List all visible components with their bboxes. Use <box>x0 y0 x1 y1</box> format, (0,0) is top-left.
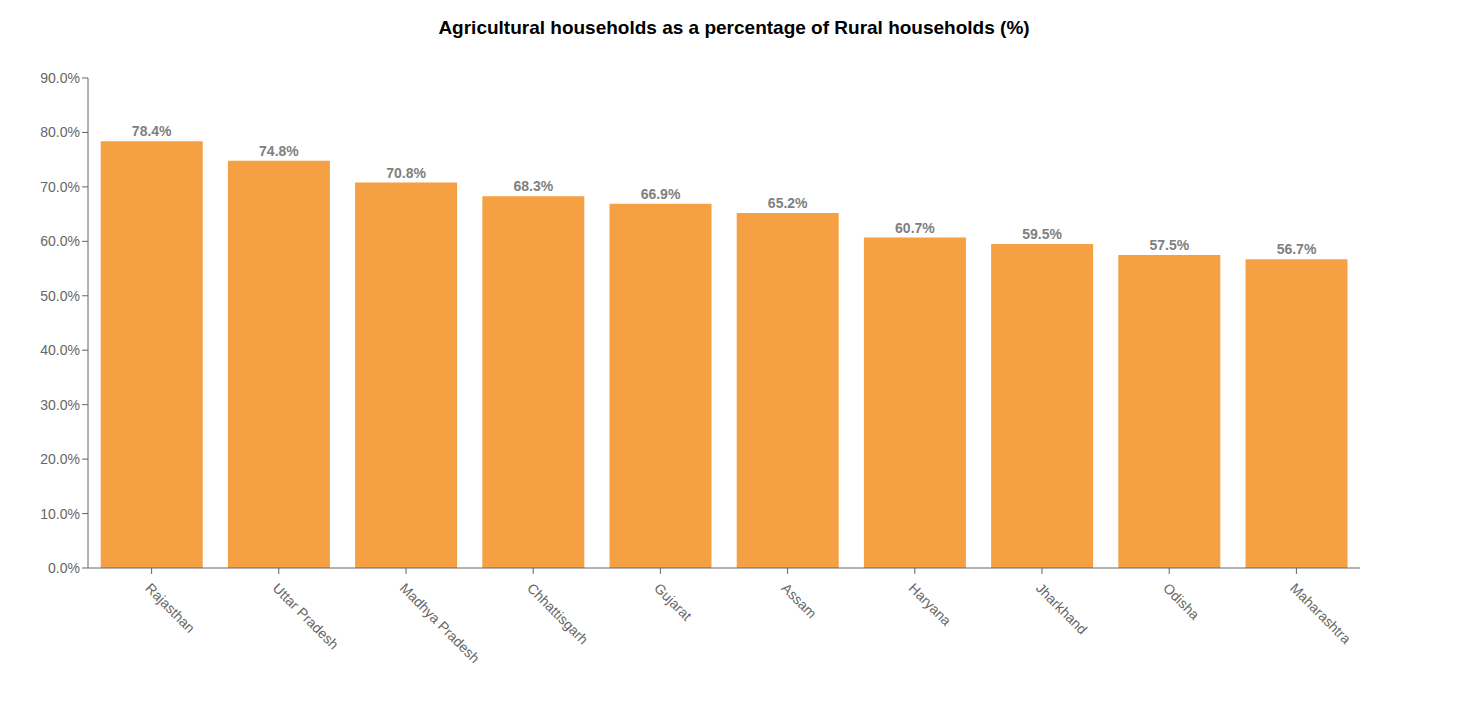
svg-text:59.5%: 59.5% <box>1022 226 1062 242</box>
svg-text:Uttar Pradesh: Uttar Pradesh <box>270 580 342 652</box>
svg-text:90.0%: 90.0% <box>40 70 80 86</box>
svg-text:Jharkhand: Jharkhand <box>1033 580 1091 638</box>
svg-text:Gujarat: Gujarat <box>651 580 695 624</box>
svg-text:65.2%: 65.2% <box>768 195 808 211</box>
svg-text:Assam: Assam <box>778 580 820 622</box>
svg-text:30.0%: 30.0% <box>40 397 80 413</box>
svg-text:80.0%: 80.0% <box>40 124 80 140</box>
svg-text:Odisha: Odisha <box>1160 580 1203 623</box>
svg-text:Haryana: Haryana <box>906 580 955 629</box>
svg-text:20.0%: 20.0% <box>40 451 80 467</box>
svg-text:74.8%: 74.8% <box>259 143 299 159</box>
html-text:Agricultural households as a p: Agricultural households as a percentage … <box>438 17 1030 38</box>
svg-text:40.0%: 40.0% <box>40 342 80 358</box>
svg-text:57.5%: 57.5% <box>1149 237 1189 253</box>
svg-text:70.8%: 70.8% <box>386 165 426 181</box>
svg-text:50.0%: 50.0% <box>40 288 80 304</box>
svg-text:Rajasthan: Rajasthan <box>142 580 198 636</box>
svg-text:10.0%: 10.0% <box>40 506 80 522</box>
svg-text:66.9%: 66.9% <box>641 186 681 202</box>
svg-text:70.0%: 70.0% <box>40 179 80 195</box>
svg-text:60.0%: 60.0% <box>40 233 80 249</box>
svg-text:78.4%: 78.4% <box>132 123 172 139</box>
svg-text:60.7%: 60.7% <box>895 220 935 236</box>
svg-text:Madhya Pradesh: Madhya Pradesh <box>397 580 483 666</box>
svg-text:Maharashtra: Maharashtra <box>1287 580 1354 647</box>
svg-text:0.0%: 0.0% <box>48 560 80 576</box>
svg-text:Chhattisgarh: Chhattisgarh <box>524 580 591 647</box>
svg-text:68.3%: 68.3% <box>513 178 553 194</box>
svg-text:56.7%: 56.7% <box>1277 241 1317 257</box>
